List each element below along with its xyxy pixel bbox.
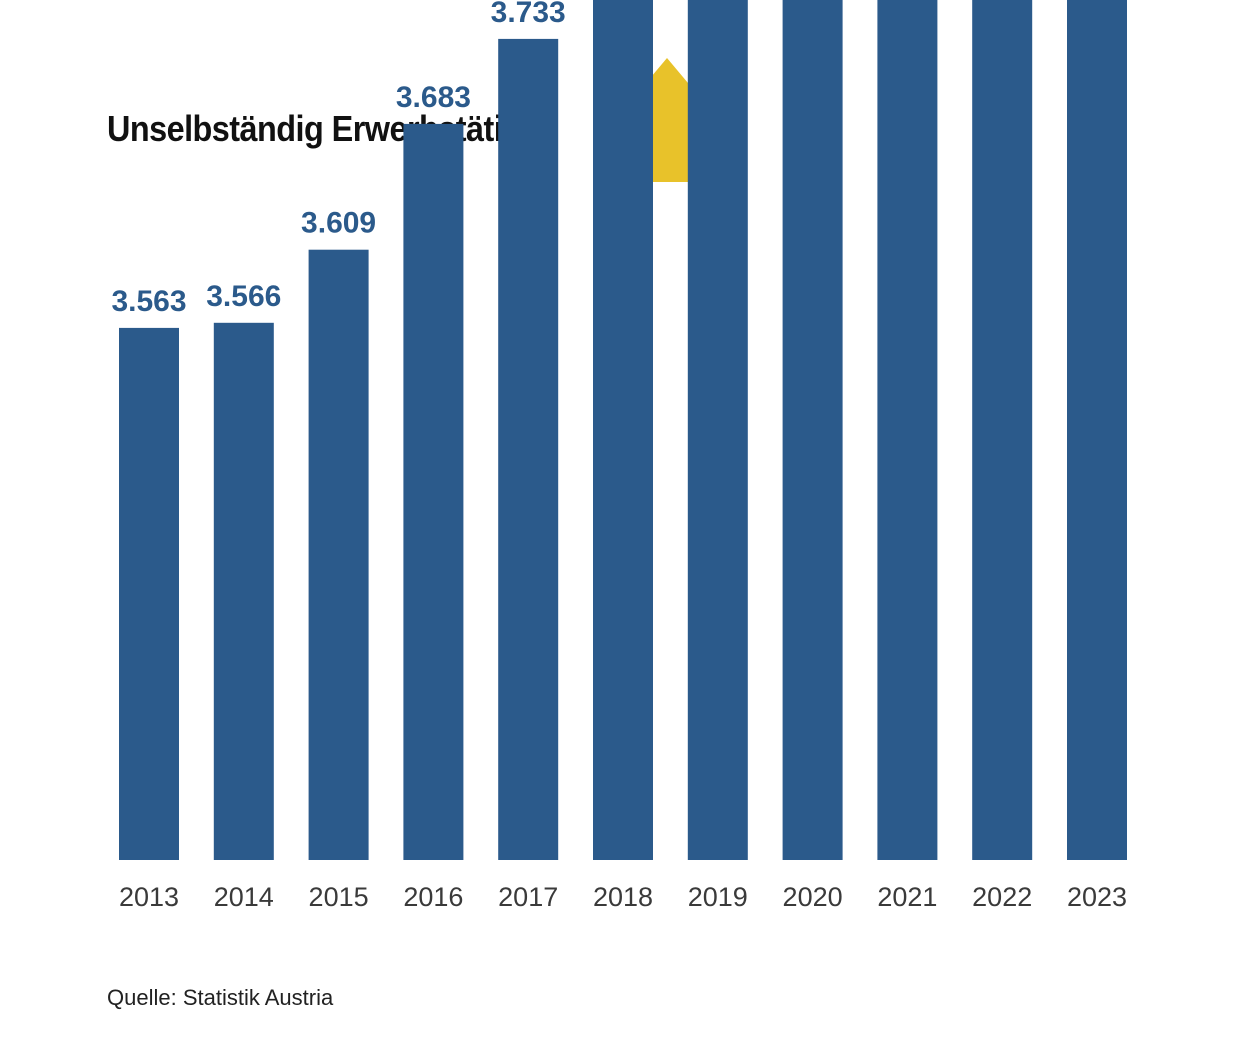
x-tick-label-2015: 2015 (309, 882, 369, 912)
bar-2014 (213, 322, 274, 860)
bar-2013 (119, 327, 179, 860)
x-tick-label-2022: 2022 (972, 882, 1032, 912)
x-tick-labels-group: 2013 2014 2015 2016 2017 2018 2019 2020 2021 2022… (119, 882, 1127, 912)
value-label-2015: 3.609 (301, 207, 376, 240)
bar-2018 (593, 0, 653, 861)
chart-title: Unselbständig Erwerbstätige (107, 108, 539, 149)
x-tick-label-2013: 2013 (119, 882, 179, 912)
value-label-2013: 3.563 (111, 285, 186, 318)
bar-2022 (972, 0, 1033, 861)
bar-2023 (1067, 0, 1127, 860)
value-label-2016: 3.683 (396, 81, 471, 114)
x-tick-label-2018: 2018 (593, 882, 653, 912)
bar-2015 (308, 249, 369, 860)
bars-group (119, 0, 1127, 861)
x-tick-label-2020: 2020 (783, 882, 843, 912)
bar-2020 (782, 0, 843, 861)
bar-2016 (403, 123, 464, 860)
value-label-2017: 3.733 (491, 0, 566, 29)
x-tick-label-2014: 2014 (214, 882, 274, 912)
value-label-2014: 3.566 (206, 280, 281, 313)
x-tick-label-2021: 2021 (877, 882, 937, 912)
x-tick-label-2016: 2016 (403, 882, 463, 912)
bar-2017 (498, 38, 559, 860)
value-labels-group: 3.5633.5663.6093.6833.7333.8013.8253.772… (111, 0, 566, 318)
bar-2019 (687, 0, 748, 860)
x-tick-label-2017: 2017 (498, 882, 558, 912)
x-tick-label-2019: 2019 (688, 882, 748, 912)
source-note: Quelle: Statistik Austria (107, 985, 334, 1010)
x-tick-label-2023: 2023 (1067, 882, 1127, 912)
bar-2021 (877, 0, 938, 860)
